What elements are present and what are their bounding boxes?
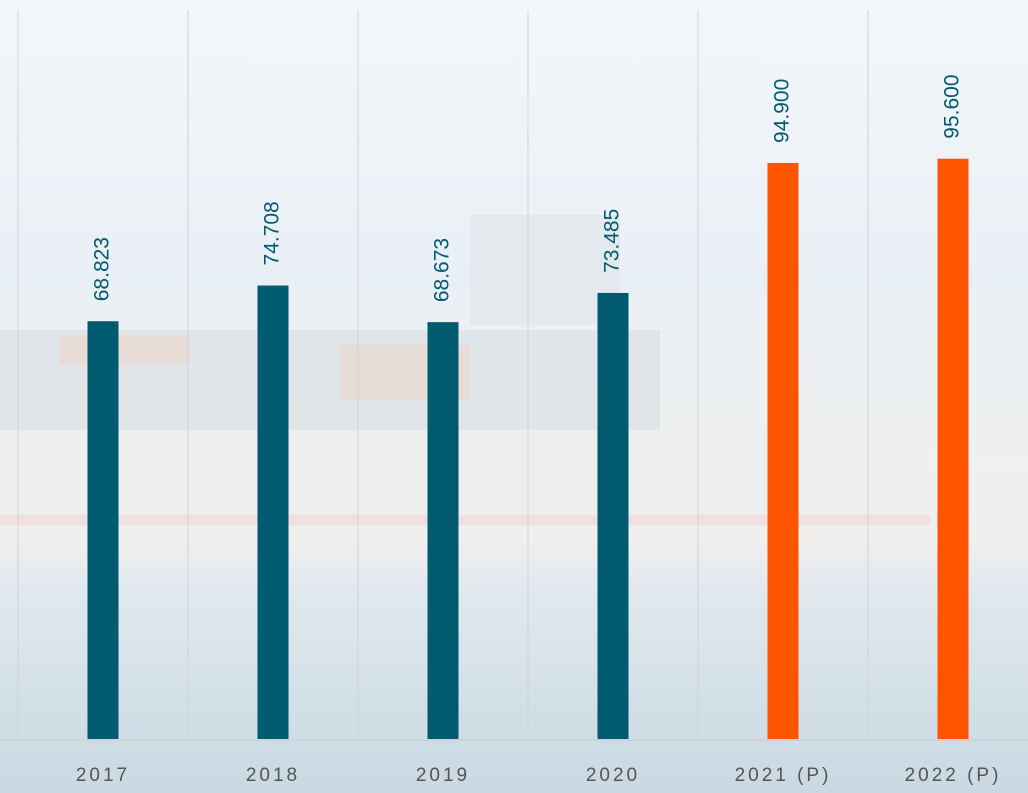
value-label: 68.673 bbox=[431, 238, 454, 302]
chart: 2017 68.823 2018 74.708 2019 68.673 2020 73.485… bbox=[0, 0, 1028, 793]
bar bbox=[428, 322, 459, 739]
x-tick-label: 2020 bbox=[586, 765, 640, 786]
background bbox=[0, 0, 1028, 793]
bar bbox=[938, 159, 969, 739]
value-label: 68.823 bbox=[91, 237, 114, 301]
x-tick-label: 2019 bbox=[416, 765, 470, 786]
value-label: 73.485 bbox=[601, 209, 624, 273]
value-label: 74.708 bbox=[261, 201, 284, 265]
bar bbox=[768, 163, 799, 739]
bar bbox=[598, 293, 629, 739]
x-tick-label: 2022 (P) bbox=[905, 765, 1002, 786]
value-label: 94.900 bbox=[771, 79, 794, 143]
bar bbox=[258, 286, 289, 739]
value-label: 95.600 bbox=[941, 74, 964, 138]
bar bbox=[88, 321, 119, 739]
x-tick-label: 2021 (P) bbox=[735, 765, 832, 786]
x-tick-label: 2017 bbox=[76, 765, 130, 786]
x-tick-label: 2018 bbox=[246, 765, 300, 786]
